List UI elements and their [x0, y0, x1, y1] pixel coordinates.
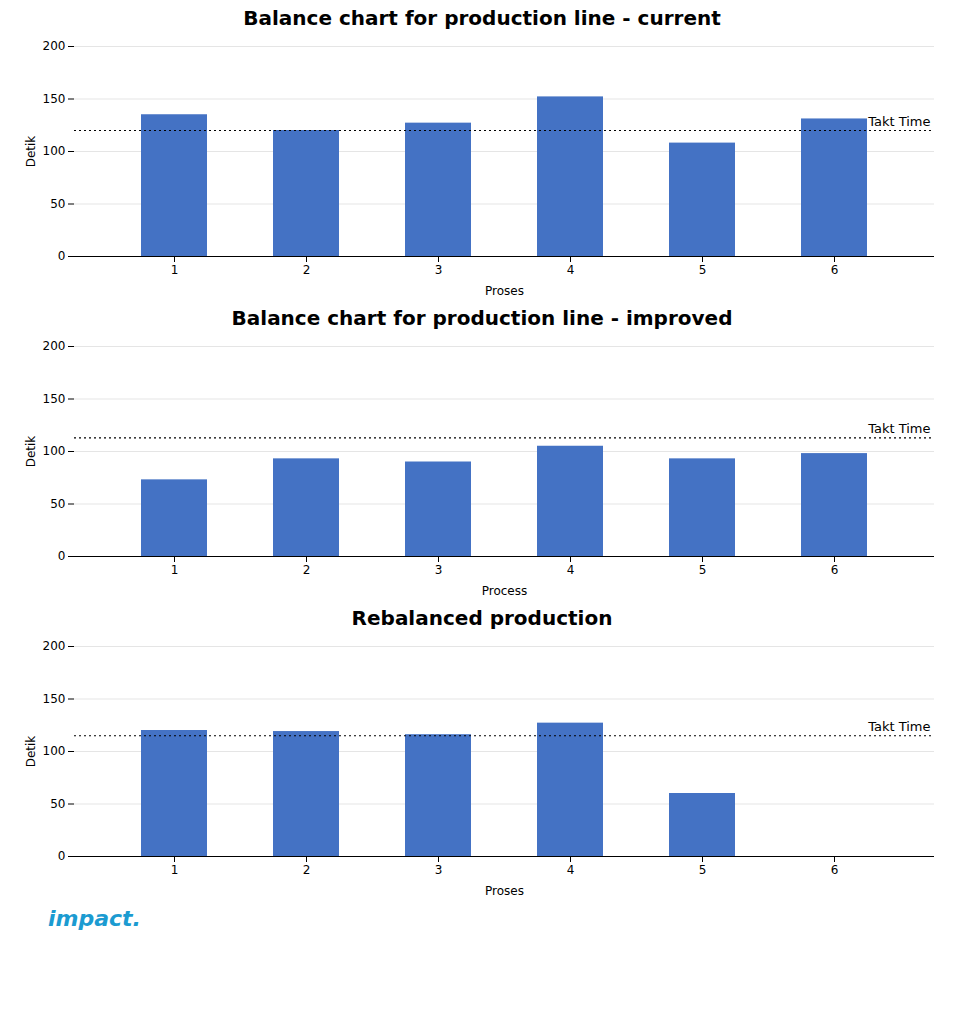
svg-text:6: 6: [831, 563, 839, 577]
svg-text:5: 5: [699, 263, 707, 277]
svg-text:5: 5: [699, 563, 707, 577]
svg-text:200: 200: [43, 339, 66, 353]
svg-text:3: 3: [435, 263, 443, 277]
svg-text:4: 4: [567, 263, 575, 277]
svg-text:2: 2: [303, 863, 311, 877]
svg-text:Detik: Detik: [24, 136, 38, 168]
svg-text:6: 6: [831, 863, 839, 877]
svg-text:150: 150: [43, 692, 66, 706]
svg-text:6: 6: [831, 263, 839, 277]
html-text:Balance chart for production l: Balance chart for production line - curr…: [243, 6, 721, 30]
svg-text:Process: Process: [482, 584, 528, 598]
svg-text:Detik: Detik: [24, 736, 38, 768]
svg-text:Takt Time: Takt Time: [867, 719, 930, 734]
svg-text:Proses: Proses: [485, 284, 524, 298]
svg-text:Takt Time: Takt Time: [867, 114, 930, 129]
svg-text:200: 200: [43, 639, 66, 653]
svg-text:1: 1: [171, 563, 179, 577]
svg-text:3: 3: [435, 863, 443, 877]
svg-text:0: 0: [58, 549, 66, 563]
svg-text:4: 4: [567, 563, 575, 577]
svg-text:50: 50: [50, 197, 65, 211]
svg-text:4: 4: [567, 863, 575, 877]
svg-text:Detik: Detik: [24, 436, 38, 468]
svg-text:Takt Time: Takt Time: [867, 421, 930, 436]
svg-text:200: 200: [43, 39, 66, 53]
html-text:Balance chart for production l: Balance chart for production line - impr…: [231, 306, 733, 330]
svg-text:100: 100: [43, 744, 66, 758]
svg-text:0: 0: [58, 249, 66, 263]
svg-text:100: 100: [43, 144, 66, 158]
svg-text:50: 50: [50, 497, 65, 511]
svg-text:0: 0: [58, 849, 66, 863]
svg-text:150: 150: [43, 92, 66, 106]
svg-text:1: 1: [171, 263, 179, 277]
svg-text:2: 2: [303, 563, 311, 577]
svg-text:Proses: Proses: [485, 884, 524, 898]
svg-text:150: 150: [43, 392, 66, 406]
svg-text:1: 1: [171, 863, 179, 877]
html-text:impact.: impact.: [48, 906, 141, 931]
svg-text:50: 50: [50, 797, 65, 811]
svg-text:3: 3: [435, 563, 443, 577]
html-text:Rebalanced production: Rebalanced production: [351, 606, 613, 630]
svg-text:100: 100: [43, 444, 66, 458]
svg-text:5: 5: [699, 863, 707, 877]
svg-text:2: 2: [303, 263, 311, 277]
